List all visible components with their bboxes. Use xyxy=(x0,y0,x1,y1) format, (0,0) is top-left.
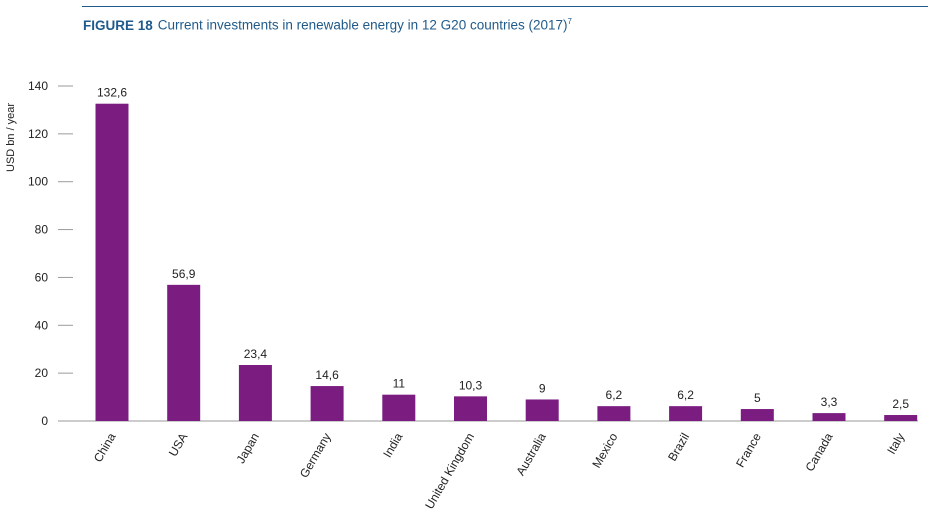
data-label: 23,4 xyxy=(244,347,268,361)
figure-title-text: Current investments in renewable energy … xyxy=(157,17,568,33)
bar-mexico xyxy=(597,406,631,421)
bar-usa xyxy=(167,284,201,421)
y-tick-label: 60 xyxy=(35,270,49,284)
y-tick-label: 20 xyxy=(35,366,49,380)
bar-united-kingdom xyxy=(454,396,487,421)
title-rule xyxy=(82,6,928,7)
x-tick-label: United Kingdom xyxy=(422,431,477,512)
y-axis-label: USD bn / year xyxy=(5,103,17,172)
data-label: 132,6 xyxy=(97,86,127,100)
y-tick-label: 100 xyxy=(28,175,48,189)
data-label: 14,6 xyxy=(315,368,339,382)
bar-france xyxy=(740,409,774,421)
bar-australia xyxy=(525,399,559,421)
bar-brazil xyxy=(669,406,703,421)
bar-japan xyxy=(238,365,272,421)
data-label: 2,5 xyxy=(892,397,909,411)
x-tick-label: India xyxy=(380,430,405,460)
figure-title: FIGURE 18 Current investments in renewabl… xyxy=(83,17,572,33)
x-tick-label: Japan xyxy=(234,431,262,466)
y-tick-label: 0 xyxy=(41,414,48,428)
x-tick-label: Germany xyxy=(297,431,334,481)
x-tick-label: France xyxy=(733,430,764,470)
y-tick-label: 40 xyxy=(35,318,49,332)
data-label: 6,2 xyxy=(606,388,623,402)
x-tick-label: Italy xyxy=(884,431,907,457)
data-label: 11 xyxy=(393,377,406,391)
bar-india xyxy=(382,394,416,421)
data-label: 6,2 xyxy=(677,388,694,402)
bar-canada xyxy=(812,413,846,421)
footnote-marker: 7 xyxy=(567,17,572,26)
x-tick-label: Mexico xyxy=(589,430,620,470)
y-tick-label: 80 xyxy=(35,223,49,237)
x-tick-label: Australia xyxy=(513,430,549,478)
data-label: 3,3 xyxy=(821,395,838,409)
y-tick-label: 140 xyxy=(28,79,48,93)
figure-label: FIGURE 18 xyxy=(83,17,153,33)
x-tick-label: Brazil xyxy=(665,431,692,464)
y-tick-label: 120 xyxy=(28,127,48,141)
bar-germany xyxy=(310,386,344,421)
x-tick-label: USA xyxy=(166,431,190,459)
data-label: 56,9 xyxy=(172,267,196,281)
bar-china xyxy=(95,103,129,421)
x-tick-label: China xyxy=(91,430,119,464)
data-label: 10,3 xyxy=(459,378,483,392)
bar-italy xyxy=(884,415,918,421)
x-tick-label: Canada xyxy=(802,430,835,474)
data-label: 9 xyxy=(539,381,546,395)
data-label: 5 xyxy=(754,391,761,405)
